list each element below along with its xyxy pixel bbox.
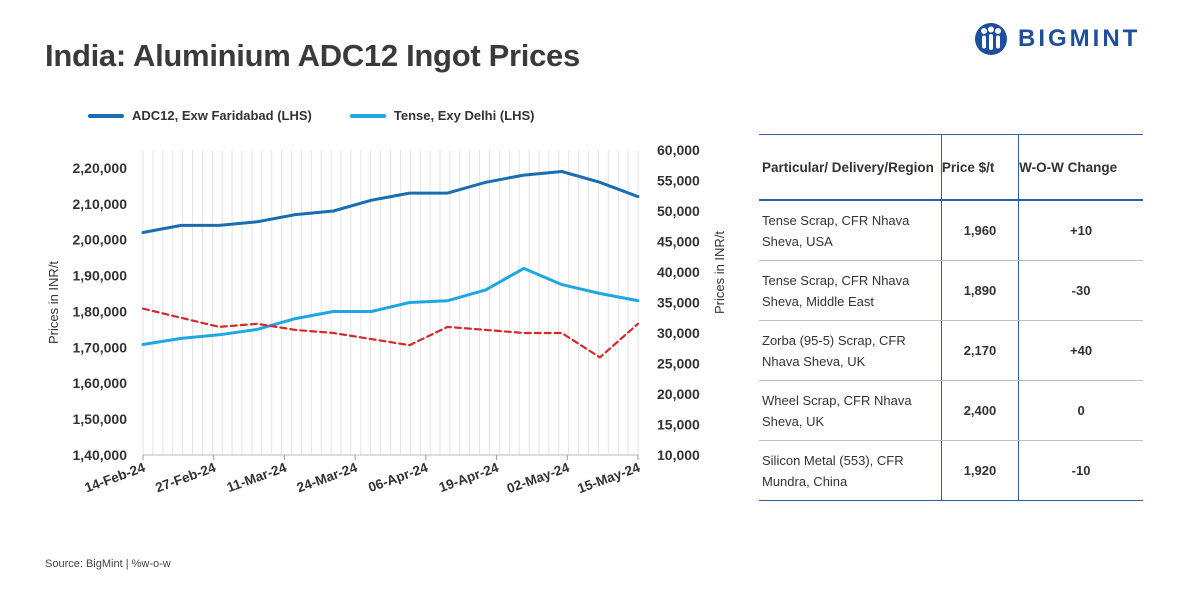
right-axis-tick-label: 30,000 [657, 325, 700, 341]
legend-item-tense: Tense, Exy Delhi (LHS) [349, 108, 535, 123]
legend-swatch [349, 113, 386, 118]
cell-particular: Tense Scrap, CFR Nhava Sheva, USA [759, 200, 942, 261]
table-row: Tense Scrap, CFR Nhava Sheva, Middle Eas… [759, 260, 1143, 321]
x-axis-tick-label: 11-Mar-24 [225, 460, 289, 496]
right-axis-tick-label: 50,000 [657, 203, 700, 219]
cell-change: +40 [1018, 320, 1143, 381]
right-axis-tick-label: 25,000 [657, 356, 700, 372]
cell-change: -30 [1018, 260, 1143, 321]
right-axis-title: Prices in INR/t [712, 231, 727, 314]
right-axis-tick-label: 20,000 [657, 386, 700, 402]
table-row: Tense Scrap, CFR Nhava Sheva, USA 1,960 +1… [759, 200, 1143, 261]
cell-particular: Tense Scrap, CFR Nhava Sheva, Middle Eas… [759, 260, 942, 321]
right-axis-tick-label: 55,000 [657, 173, 700, 189]
cell-particular: Silicon Metal (553), CFR Mundra, China [759, 440, 942, 501]
table-row: Wheel Scrap, CFR Nhava Sheva, UK 2,400 0 [759, 380, 1143, 441]
right-axis-tick-label: 10,000 [657, 447, 700, 463]
legend-label: Tense, Exy Delhi (LHS) [393, 108, 535, 123]
legend-swatch [88, 113, 124, 118]
left-axis-title: Prices in INR/t [46, 261, 61, 344]
left-axis-tick-label: 1,50,000 [73, 411, 128, 427]
right-axis-tick-label: 35,000 [657, 295, 700, 311]
right-axis-tick-label: 60,000 [657, 142, 700, 158]
cell-change: -10 [1018, 440, 1143, 501]
x-axis-tick-label: 02-May-24 [505, 460, 572, 497]
cell-particular: Zorba (95-5) Scrap, CFR Nhava Sheva, UK [759, 320, 942, 381]
chart-legend: ADC12, Exw Faridabad (LHS) Tense, Exy De… [88, 108, 573, 123]
legend-label: ADC12, Exw Faridabad (LHS) [132, 108, 312, 123]
left-axis-tick-label: 1,70,000 [73, 339, 128, 355]
left-axis-tick-label: 2,20,000 [73, 160, 128, 176]
header-particular: Particular/ Delivery/Region [759, 134, 942, 201]
cell-price: 1,890 [940, 260, 1020, 321]
brand-logo: BIGMINT [972, 22, 1140, 56]
bigmint-logo-icon [975, 23, 1007, 55]
price-table: Particular/ Delivery/Region Price $/t W-… [759, 134, 1143, 501]
x-axis-tick-label: 15-May-24 [576, 460, 643, 497]
left-axis-tick-label: 1,60,000 [73, 375, 128, 391]
page-title: India: Aluminium ADC12 Ingot Prices [45, 38, 580, 73]
right-axis-tick-label: 40,000 [657, 264, 700, 280]
x-axis-tick-label: 06-Apr-24 [366, 460, 430, 496]
cell-price: 2,400 [940, 380, 1020, 441]
cell-price: 1,960 [940, 200, 1020, 261]
series-line-spread [141, 307, 640, 359]
table-row: Zorba (95-5) Scrap, CFR Nhava Sheva, UK 2… [759, 320, 1143, 381]
cell-change: +10 [1018, 200, 1143, 261]
series-line-adc12 [141, 170, 640, 234]
right-axis-tick-label: 15,000 [657, 417, 700, 433]
table-row: Silicon Metal (553), CFR Mundra, China 1,… [759, 440, 1143, 501]
table-header-row: Particular/ Delivery/Region Price $/t W-… [759, 134, 1143, 201]
legend-item-adc12: ADC12, Exw Faridabad (LHS) [88, 108, 312, 123]
left-axis-tick-label: 1,90,000 [73, 268, 128, 284]
x-axis-tick-label: 27-Feb-24 [153, 460, 218, 496]
cell-price: 1,920 [940, 440, 1020, 501]
left-axis-tick-label: 1,80,000 [73, 303, 128, 319]
header-change: W-O-W Change [1018, 134, 1143, 201]
cell-particular: Wheel Scrap, CFR Nhava Sheva, UK [759, 380, 942, 441]
cell-price: 2,170 [940, 320, 1020, 381]
line-chart: 1,40,000 1,50,000 1,60,000 1,70,000 1,80,000… [46, 142, 727, 497]
left-axis-tick-label: 2,00,000 [73, 232, 128, 248]
x-axis-tick-label: 19-Apr-24 [437, 460, 501, 496]
logo-text: BIGMINT [1018, 25, 1141, 52]
left-axis-tick-label: 2,10,000 [73, 196, 128, 212]
x-axis-tick-label: 24-Mar-24 [295, 460, 360, 496]
left-axis-tick-label: 1,40,000 [73, 447, 128, 463]
source-note: Source: BigMint | %w-o-w [45, 558, 171, 570]
right-axis-tick-label: 45,000 [657, 234, 700, 250]
series-line-tense [141, 266, 640, 346]
x-axis-tick-label: 14-Feb-24 [83, 460, 148, 496]
cell-change: 0 [1018, 380, 1143, 441]
header-price: Price $/t [940, 134, 1020, 201]
